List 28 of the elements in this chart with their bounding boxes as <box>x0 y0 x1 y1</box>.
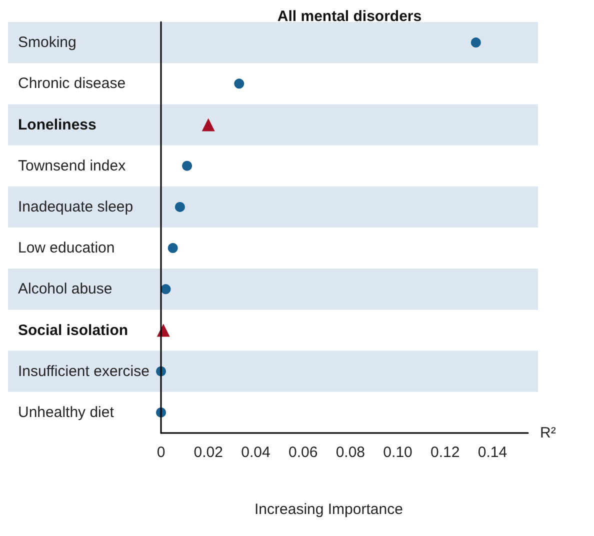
point <box>202 118 215 132</box>
x-tick-label: 0.12 <box>430 444 460 461</box>
y-tick-label: Insufficient exercise <box>18 362 150 380</box>
point <box>182 160 192 171</box>
y-tick-label: Chronic disease <box>18 75 126 92</box>
point <box>160 284 171 294</box>
text: Increasing Importance <box>254 501 403 518</box>
y-tick-label: Social isolation <box>18 322 128 339</box>
x-tick-label: 0.10 <box>383 444 412 461</box>
y-tick-label: Inadequate sleep <box>18 198 134 216</box>
x-tick-label: 0.14 <box>478 444 508 461</box>
point <box>174 202 185 212</box>
x-axis-title: R² <box>540 424 556 442</box>
point <box>168 243 178 254</box>
x-tick-label: 0.06 <box>288 444 318 461</box>
chart-title: All mental disorders <box>277 8 422 25</box>
x-tick-label: 0.04 <box>241 444 270 461</box>
x-tick-label: 0 <box>156 444 166 461</box>
y-tick-label: Townsend index <box>18 157 126 174</box>
y-tick-label: Alcohol abuse <box>18 280 112 298</box>
x-tick-label: 0.08 <box>336 444 366 461</box>
point <box>470 38 481 48</box>
y-tick-label: Loneliness <box>18 116 96 134</box>
x-tick-label: 0.02 <box>194 444 223 461</box>
point <box>234 78 244 89</box>
y-tick-label: Unhealthy diet <box>18 404 115 421</box>
y-tick-label: Smoking <box>18 34 76 52</box>
y-tick-label: Low education <box>18 240 115 257</box>
